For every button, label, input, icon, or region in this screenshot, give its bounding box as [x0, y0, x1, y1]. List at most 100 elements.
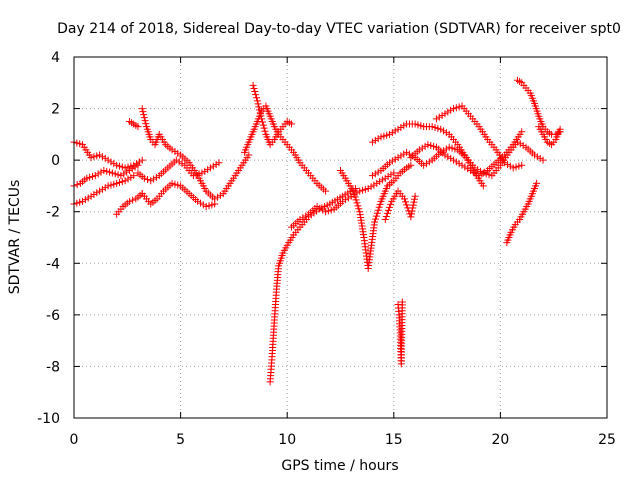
- data-point: [139, 108, 147, 116]
- data-point: [501, 159, 509, 167]
- data-point: [397, 123, 405, 131]
- data-point: [427, 142, 435, 150]
- data-point: [76, 140, 84, 148]
- data-point: [400, 122, 408, 130]
- data-point: [455, 103, 463, 111]
- data-point: [257, 112, 265, 120]
- data-point: [86, 173, 94, 181]
- data-point: [455, 160, 463, 168]
- data-point: [87, 154, 95, 162]
- data-point: [386, 130, 394, 138]
- data-point: [101, 154, 109, 162]
- data-point: [409, 204, 417, 212]
- data-point: [90, 153, 98, 161]
- data-point: [98, 153, 106, 161]
- data-point: [204, 166, 212, 174]
- data-point: [111, 170, 119, 178]
- data-point: [171, 180, 179, 188]
- data-point: [533, 179, 541, 187]
- data-point: [73, 181, 81, 189]
- data-point: [121, 164, 129, 172]
- data-point: [449, 105, 457, 113]
- data-point: [367, 183, 375, 191]
- data-point: [506, 162, 514, 170]
- data-point: [130, 172, 138, 180]
- data-point: [424, 141, 432, 149]
- data-point: [374, 135, 382, 143]
- data-point: [420, 161, 428, 169]
- data-point: [440, 127, 448, 135]
- data-point: [174, 181, 182, 189]
- data-point: [261, 127, 269, 135]
- data-point: [208, 201, 216, 209]
- data-point: [251, 88, 259, 96]
- data-point: [539, 156, 547, 164]
- data-point: [134, 161, 142, 169]
- data-point: [415, 146, 423, 154]
- data-point: [411, 192, 419, 200]
- data-point: [452, 158, 460, 166]
- data-point: [444, 153, 452, 161]
- data-point: [376, 178, 384, 186]
- data-point: [140, 111, 148, 119]
- data-point: [93, 189, 101, 197]
- data-point: [373, 209, 381, 217]
- data-point: [97, 168, 105, 176]
- data-point: [359, 186, 367, 194]
- data-point: [141, 117, 149, 125]
- data-point: [88, 172, 96, 180]
- data-point: [152, 173, 160, 181]
- data-point: [384, 206, 392, 214]
- data-point: [380, 132, 388, 140]
- data-point: [447, 106, 455, 114]
- data-point: [398, 298, 406, 306]
- data-point: [120, 170, 128, 178]
- data-point: [206, 164, 214, 172]
- data-point: [381, 174, 389, 182]
- data-point: [438, 111, 446, 119]
- data-point: [196, 199, 204, 207]
- data-point: [376, 200, 384, 208]
- data-point: [390, 169, 398, 177]
- x-tick-label: 20: [491, 432, 509, 448]
- data-point: [250, 84, 258, 92]
- y-tick-label: -2: [46, 205, 60, 221]
- data-point: [400, 195, 408, 203]
- data-point: [79, 197, 87, 205]
- y-tick-label: -10: [37, 411, 60, 427]
- data-point: [388, 157, 396, 165]
- data-point: [91, 172, 99, 180]
- data-point: [394, 125, 402, 133]
- data-point: [255, 106, 263, 114]
- data-point: [407, 213, 415, 221]
- data-point: [352, 196, 360, 204]
- data-point: [121, 177, 129, 185]
- data-point: [124, 175, 132, 183]
- series-satellite-track-6: [138, 105, 253, 203]
- x-tick-label: 25: [598, 432, 616, 448]
- data-point: [322, 187, 330, 195]
- series-satellite-track-2: [70, 161, 142, 190]
- series-satellite-track-10: [249, 81, 295, 149]
- data-point: [101, 184, 109, 192]
- data-point: [444, 108, 452, 116]
- data-point: [104, 156, 112, 164]
- data-point: [449, 156, 457, 164]
- series-satellite-track-13: [337, 161, 415, 272]
- data-point: [435, 113, 443, 121]
- data-point: [368, 138, 376, 146]
- data-point: [73, 139, 81, 147]
- data-point: [73, 199, 81, 207]
- data-point: [374, 206, 382, 214]
- data-points: [70, 76, 564, 386]
- data-point: [134, 123, 142, 131]
- data-point: [178, 160, 186, 168]
- data-point: [256, 109, 264, 117]
- data-point: [209, 162, 217, 170]
- data-point: [199, 201, 207, 209]
- data-point: [296, 215, 304, 223]
- y-tick-label: -8: [46, 359, 60, 375]
- y-tick-label: 4: [51, 50, 60, 66]
- data-point: [432, 115, 440, 123]
- data-point: [382, 212, 390, 220]
